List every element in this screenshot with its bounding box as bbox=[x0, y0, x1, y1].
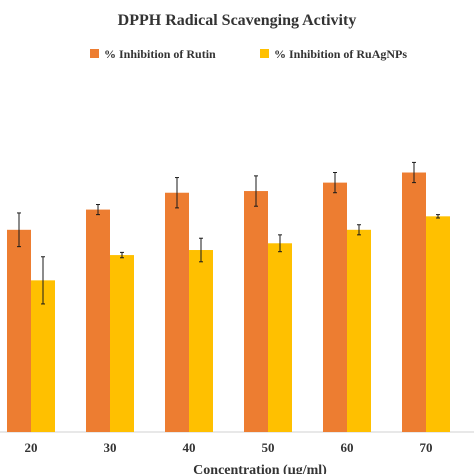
bar-ruagnps-60 bbox=[347, 229, 371, 432]
x-tick-label-30: 30 bbox=[104, 440, 117, 455]
error-bar-rutin-70 bbox=[412, 161, 416, 184]
error-bar-ruagnps-30 bbox=[120, 251, 124, 259]
x-tick-label-60: 60 bbox=[341, 440, 354, 455]
error-bars-group bbox=[17, 161, 440, 305]
bar-ruagnps-50 bbox=[268, 243, 292, 432]
bar-rutin-70 bbox=[402, 172, 426, 432]
bar-ruagnps-30 bbox=[110, 255, 134, 432]
error-bar-rutin-20 bbox=[17, 212, 21, 248]
x-tick-label-50: 50 bbox=[262, 440, 275, 455]
error-bar-rutin-50 bbox=[254, 175, 258, 207]
error-bar-ruagnps-20 bbox=[41, 256, 45, 305]
legend: % Inhibition of Rutin % Inhibition of Ru… bbox=[90, 47, 407, 61]
legend-swatch-rutin bbox=[90, 49, 99, 58]
bar-rutin-50 bbox=[244, 191, 268, 432]
bar-ruagnps-40 bbox=[189, 250, 213, 432]
x-axis-label: Concentration (µg/ml) bbox=[193, 463, 327, 474]
error-bar-rutin-40 bbox=[175, 177, 179, 209]
error-bar-ruagnps-70 bbox=[436, 214, 440, 219]
x-tick-labels: 20 30 40 50 60 70 bbox=[25, 440, 433, 455]
legend-label-ruagnps: % Inhibition of RuAgNPs bbox=[274, 47, 407, 61]
legend-swatch-ruagnps bbox=[260, 49, 269, 58]
x-tick-label-20: 20 bbox=[25, 440, 38, 455]
error-bar-rutin-30 bbox=[96, 204, 100, 216]
bar-ruagnps-70 bbox=[426, 216, 450, 432]
bar-rutin-40 bbox=[165, 192, 189, 432]
bar-ruagnps-20 bbox=[31, 280, 55, 432]
error-bar-ruagnps-60 bbox=[357, 224, 361, 236]
error-bar-rutin-60 bbox=[333, 172, 337, 194]
chart-title: DPPH Radical Scavenging Activity bbox=[118, 12, 357, 29]
bar-rutin-30 bbox=[86, 209, 110, 432]
legend-label-rutin: % Inhibition of Rutin bbox=[104, 47, 216, 61]
error-bar-ruagnps-40 bbox=[199, 237, 203, 263]
error-bar-ruagnps-50 bbox=[278, 234, 282, 253]
x-tick-label-40: 40 bbox=[183, 440, 196, 455]
bar-rutin-60 bbox=[323, 182, 347, 432]
bars-group bbox=[7, 172, 450, 432]
bar-rutin-20 bbox=[7, 229, 31, 432]
x-tick-label-70: 70 bbox=[420, 440, 433, 455]
